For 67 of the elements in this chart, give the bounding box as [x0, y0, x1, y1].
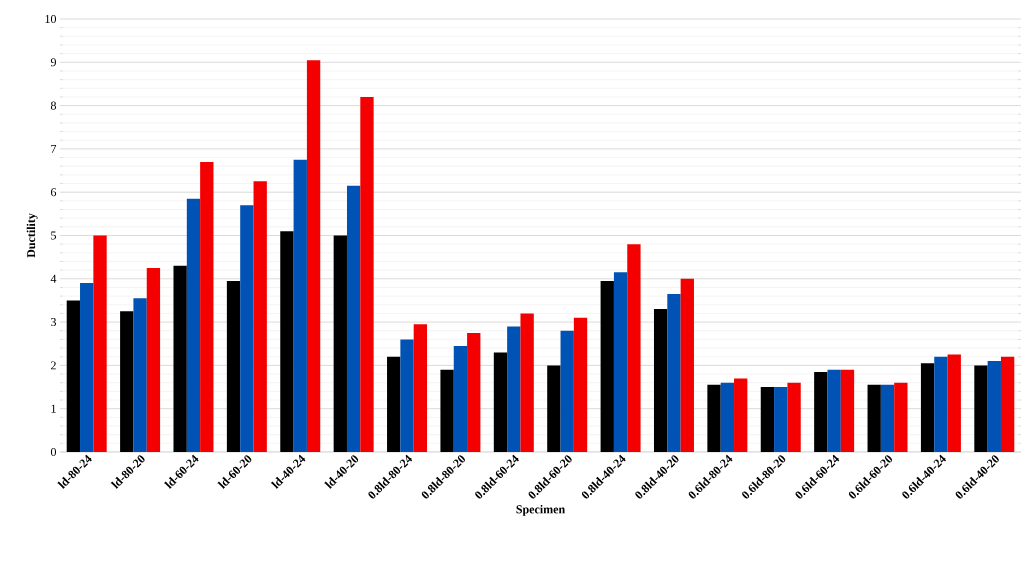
bar: [453, 345, 468, 452]
bar: [120, 311, 134, 452]
bar: [493, 352, 508, 452]
bar: [133, 298, 147, 452]
bar: [867, 384, 881, 452]
y-tick-label: 5: [51, 231, 57, 240]
bar: [387, 356, 401, 452]
bar: [93, 235, 107, 452]
bar: [346, 185, 361, 452]
bar: [200, 161, 214, 452]
bar: [680, 278, 694, 452]
bar: [987, 361, 1001, 452]
bar: [707, 384, 721, 452]
bar: [974, 365, 988, 452]
y-tick-label: 6: [50, 188, 57, 197]
bar: [894, 382, 908, 452]
bar: [280, 231, 294, 452]
bar: [520, 313, 534, 452]
bar: [253, 181, 267, 452]
bar: [814, 371, 828, 452]
bar: [293, 159, 307, 452]
bar: [173, 265, 187, 452]
bar: [146, 267, 161, 452]
bar: [613, 272, 628, 452]
y-tick-label: 9: [50, 58, 56, 67]
bar: [787, 382, 801, 452]
x-axis-title: Specimen: [516, 504, 565, 516]
y-tick-label: 7: [51, 144, 57, 153]
bar: [333, 235, 347, 452]
bar: [880, 384, 895, 452]
bar: [560, 330, 574, 452]
bar: [720, 382, 735, 452]
bar: [1000, 356, 1015, 452]
bar: [467, 332, 481, 452]
bar: [413, 324, 428, 452]
bar: [226, 280, 241, 452]
bar: [306, 60, 321, 452]
bar: [827, 369, 841, 452]
bar: [920, 363, 935, 452]
bar: [774, 387, 788, 452]
bar: [400, 339, 414, 452]
y-tick-label: 8: [50, 101, 57, 110]
bar: [80, 283, 94, 452]
bar: [66, 300, 81, 452]
y-tick-label: 4: [50, 274, 57, 283]
bar: [186, 198, 201, 452]
bar: [600, 280, 614, 452]
y-tick-label: 2: [51, 361, 56, 370]
bar: [947, 354, 961, 452]
y-axis-title: Ductility: [26, 213, 38, 258]
bar: [507, 326, 521, 452]
bar: [653, 309, 668, 452]
bar: [760, 387, 775, 452]
y-tick-label: 3: [51, 318, 57, 327]
bar: [627, 244, 641, 452]
bar: [360, 96, 374, 452]
bar: [573, 317, 588, 452]
y-tick-label: 10: [45, 14, 57, 24]
bar: [734, 378, 748, 452]
bar: [667, 293, 681, 452]
y-tick-label: 0: [50, 447, 57, 457]
bar: [547, 365, 561, 452]
bar: [440, 369, 454, 452]
bar: [840, 369, 855, 452]
bar: [934, 356, 948, 452]
bar: [240, 205, 254, 452]
y-tick-label: 1: [51, 404, 56, 413]
